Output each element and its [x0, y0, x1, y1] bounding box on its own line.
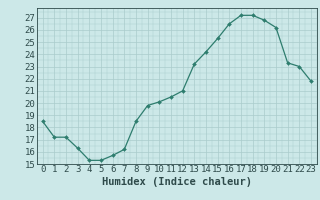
X-axis label: Humidex (Indice chaleur): Humidex (Indice chaleur) — [102, 177, 252, 187]
